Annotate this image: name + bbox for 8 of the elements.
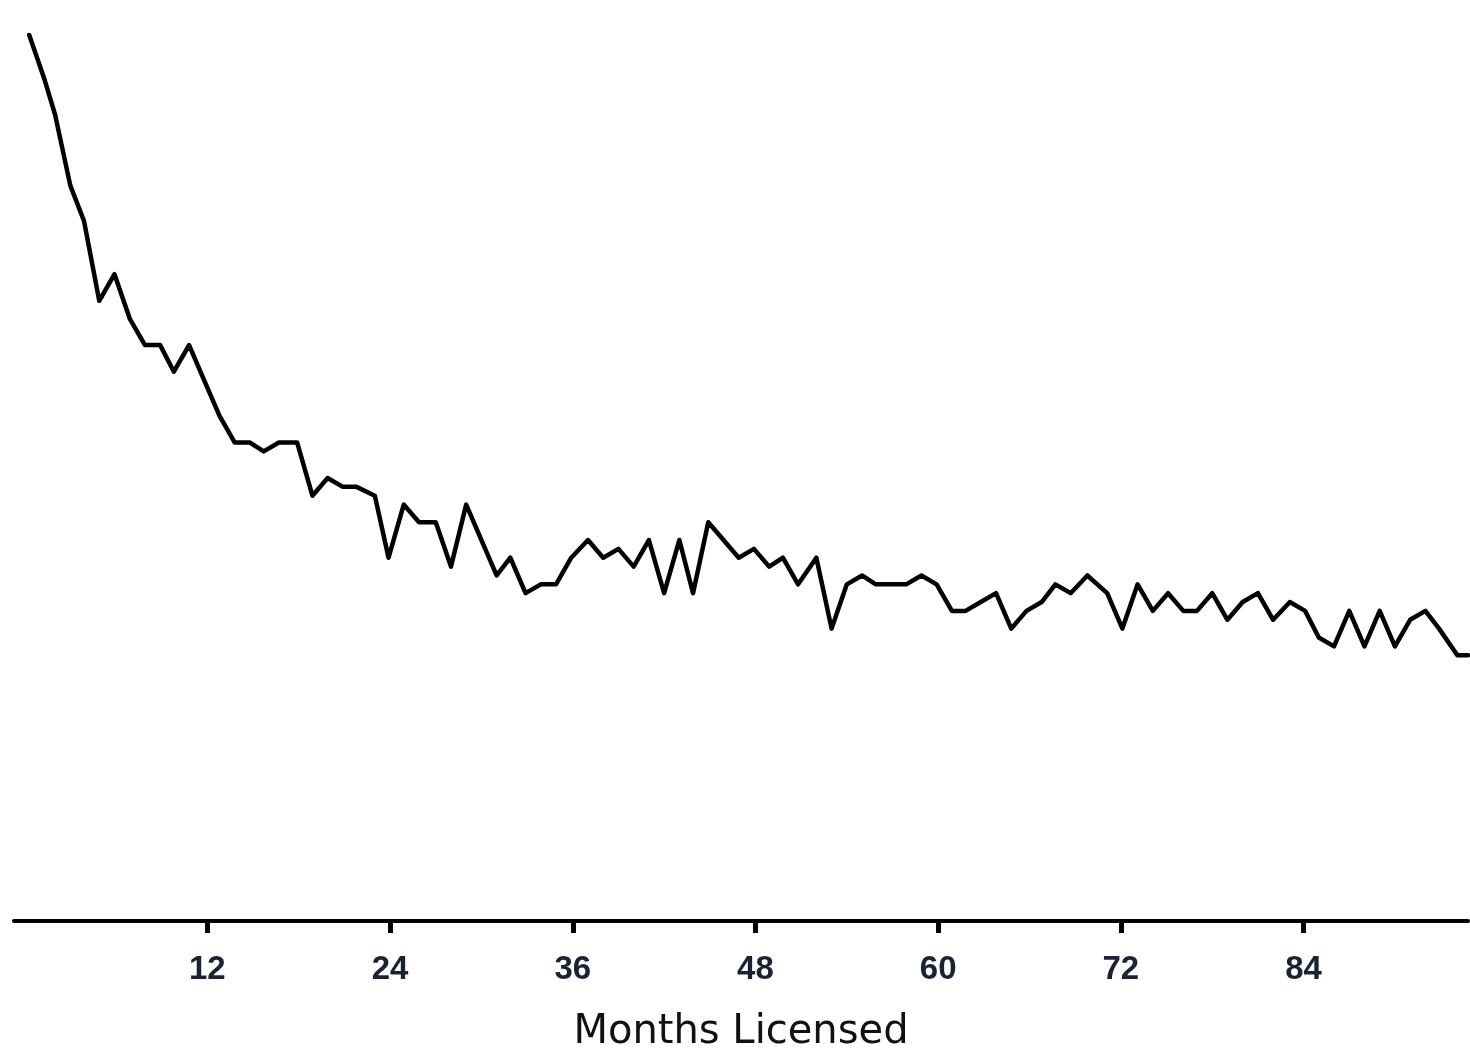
x-tick-label: 60 (919, 949, 957, 986)
x-tick-label: 48 (737, 949, 774, 986)
x-tick-label: 36 (554, 949, 592, 986)
x-tick-label: 24 (371, 949, 410, 986)
x-tick-label: 12 (189, 949, 226, 986)
x-axis-title: Months Licensed (573, 1006, 909, 1052)
x-tick-label: 72 (1102, 949, 1140, 986)
x-tick-label: 84 (1285, 949, 1323, 986)
